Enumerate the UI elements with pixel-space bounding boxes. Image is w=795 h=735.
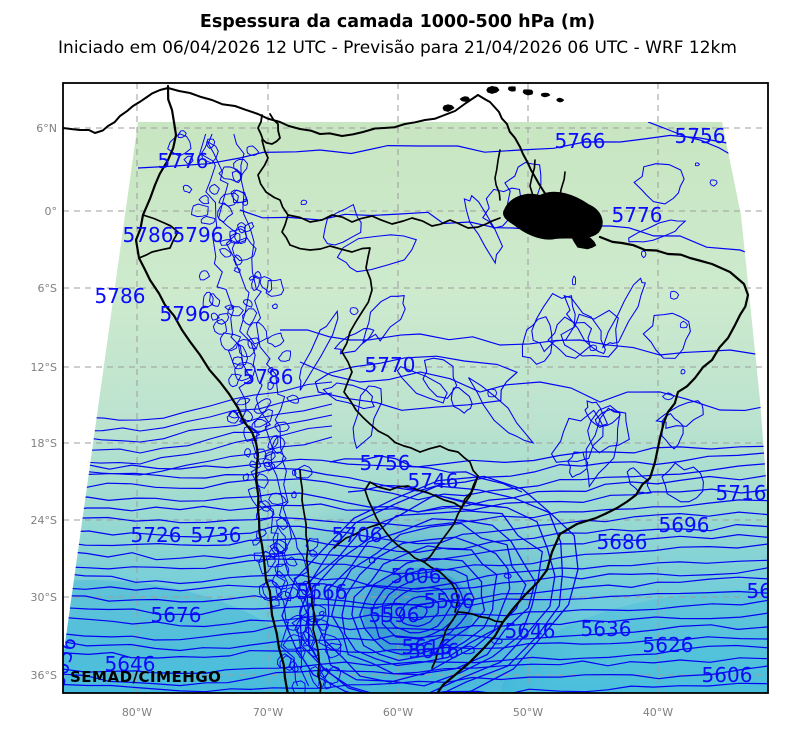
contour-label: 5636 bbox=[581, 617, 632, 641]
lat-tick-label: 36°S bbox=[31, 669, 57, 682]
border-layer bbox=[63, 84, 750, 693]
contour-label: 5796 bbox=[173, 223, 224, 247]
contour-label: 5786 bbox=[95, 284, 146, 308]
lat-tick-label: 30°S bbox=[31, 591, 57, 604]
contour-label: 5726 bbox=[131, 523, 182, 547]
lat-tick-label: 6°N bbox=[36, 122, 57, 135]
contour-label: 5646 bbox=[505, 619, 556, 643]
contour-label: 5696 bbox=[659, 513, 710, 537]
lat-tick-label: 12°S bbox=[31, 361, 57, 374]
contour-label: 5626 bbox=[643, 633, 694, 657]
contour-label: 5756 bbox=[360, 451, 411, 475]
lat-tick-label: 0° bbox=[45, 205, 58, 218]
contour-label: 5786 bbox=[123, 223, 174, 247]
contour-label: 5686 bbox=[597, 530, 648, 554]
lon-tick-label: 40°W bbox=[643, 706, 673, 719]
contour-label: 5776 bbox=[158, 149, 209, 173]
watermark: SEMAD/CIMEHGO bbox=[70, 668, 221, 686]
contour-label: 5596 bbox=[369, 603, 420, 627]
contour-label: 5716 bbox=[716, 481, 767, 505]
contour-layer bbox=[63, 122, 768, 693]
page-subtitle: Iniciado em 06/04/2026 12 UTC - Previsão… bbox=[58, 38, 737, 58]
lat-tick-label: 6°S bbox=[38, 282, 57, 295]
contour-label: 5736 bbox=[191, 523, 242, 547]
contour-label: 5616 bbox=[402, 635, 453, 659]
contour-label: 5646 bbox=[409, 639, 460, 663]
contour-label: 5786 bbox=[243, 365, 294, 389]
contour-label: 5776 bbox=[612, 203, 663, 227]
contour-label: 5656 bbox=[747, 579, 795, 603]
contour-label: 5606 bbox=[702, 663, 753, 687]
lat-tick-label: 18°S bbox=[31, 437, 57, 450]
lon-tick-label: 70°W bbox=[253, 706, 283, 719]
contour-label: 5706 bbox=[332, 523, 383, 547]
lon-tick-label: 60°W bbox=[383, 706, 413, 719]
lon-tick-label: 80°W bbox=[122, 706, 152, 719]
map-frame bbox=[62, 82, 769, 694]
contour-label: 5796 bbox=[160, 302, 211, 326]
contour-label: 5770 bbox=[365, 353, 416, 377]
contour-label: 5756 bbox=[675, 124, 726, 148]
contour-label: 5606 bbox=[391, 564, 442, 588]
lat-tick-label: 24°S bbox=[31, 514, 57, 527]
page-title: Espessura da camada 1000-500 hPa (m) bbox=[199, 12, 596, 32]
contour-label: 5676 bbox=[151, 603, 202, 627]
contour-label: 5666 bbox=[297, 580, 348, 604]
lon-tick-label: 50°W bbox=[513, 706, 543, 719]
contour-label: 5766 bbox=[555, 129, 606, 153]
contour-label: 5746 bbox=[408, 469, 459, 493]
contour-label: 5646 bbox=[105, 652, 156, 676]
contour-label: 5586 bbox=[424, 589, 475, 613]
